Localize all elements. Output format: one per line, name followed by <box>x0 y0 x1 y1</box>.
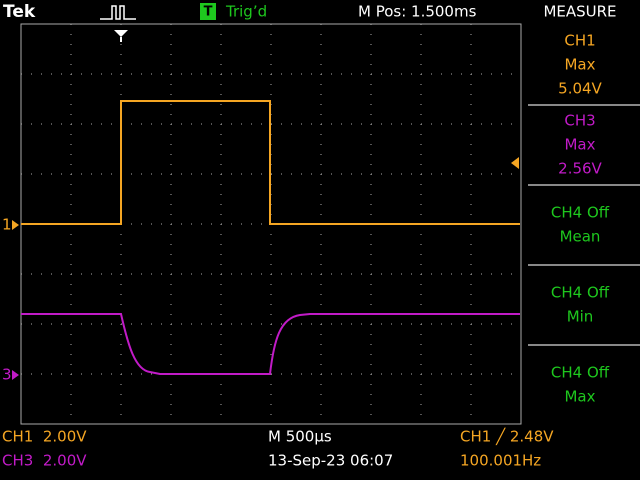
measure-text: CH1 <box>564 32 595 50</box>
frequency: 100.001Hz <box>460 452 541 470</box>
channel-marker-arrow <box>12 220 19 230</box>
channel-marker-arrow <box>12 370 19 380</box>
ch1-waveform <box>21 100 520 225</box>
channel-marker: 3 <box>2 366 12 384</box>
trigger-status: Trig’d <box>225 3 267 21</box>
ch3-waveform <box>21 313 520 375</box>
ch1-scale: CH1 2.00V <box>2 428 87 446</box>
measure-text: CH4 Off <box>551 284 610 302</box>
trigger-level-marker <box>511 157 519 169</box>
position: M Pos: 1.500ms <box>358 3 477 21</box>
trigger-position-marker <box>114 30 128 42</box>
measure-text: CH3 <box>564 112 595 130</box>
trigger-icon <box>100 5 136 20</box>
ch3-scale: CH3 2.00V <box>2 452 87 470</box>
measure-title: MEASURE <box>543 3 616 21</box>
measure-text: CH4 Off <box>551 364 610 382</box>
brand: Tek <box>3 2 36 22</box>
trigger-level: CH1 ╱ 2.48V <box>460 428 554 446</box>
measure-panel: CH1 Max 5.04V CH3 Max 2.56V CH4 Off Mean CH4 Off… <box>528 32 640 406</box>
timebase: M 500µs <box>268 428 332 446</box>
trigger-mark: T <box>204 5 213 20</box>
measure-text: 2.56V <box>558 160 602 178</box>
channel-marker: 1 <box>2 216 12 234</box>
measure-text: Max <box>564 56 595 74</box>
trigger-box <box>200 3 216 20</box>
measure-text: Max <box>564 136 595 154</box>
measure-text: Mean <box>560 228 601 246</box>
measure-text: 5.04V <box>558 80 602 98</box>
measure-text: Min <box>567 308 594 326</box>
measure-text: CH4 Off <box>551 204 610 222</box>
datetime: 13-Sep-23 06:07 <box>268 452 393 470</box>
measure-text: Max <box>564 388 595 406</box>
